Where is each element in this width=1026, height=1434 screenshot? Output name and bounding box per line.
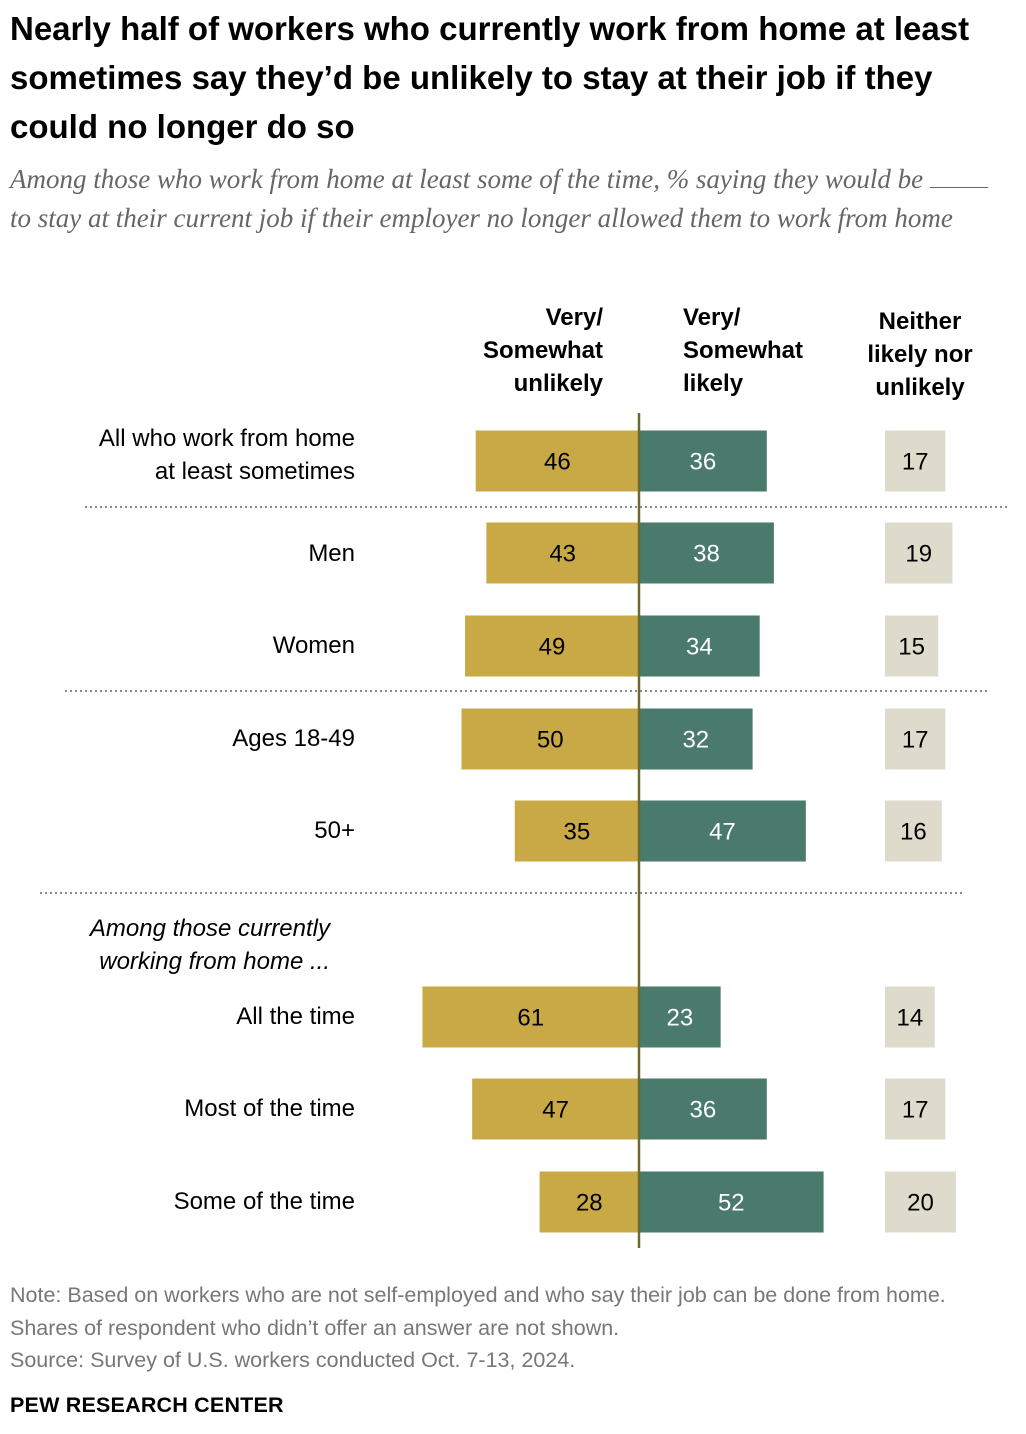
value-label-neither-men: 19 [905,541,932,568]
bar-unlikely-ages-50-plus [514,800,639,862]
column-header-neither-line: likely nor [867,341,973,368]
row-label-all-the-time: All the time [236,1003,355,1030]
bar-likely-some-of-the-time [639,1171,824,1233]
value-label-likely-most-of-the-time: 36 [690,1097,717,1124]
row-label-most-of-the-time: Most of the time [184,1095,355,1122]
column-header-neither: Neither likely nor unlikely [840,305,1000,404]
subtitle-blank [929,161,988,188]
row-label-line: All who work from home [98,425,355,452]
bar-likely-all-the-time [639,986,721,1048]
bar-neither-most-of-the-time [885,1078,946,1140]
column-header-unlikely: Very/ Somewhat unlikely [483,301,603,400]
bar-likely-women [639,615,760,677]
note-text: Note: Based on workers who are not self-… [10,1283,946,1340]
value-label-neither-all: 17 [902,449,929,476]
value-label-neither-ages-50-plus: 16 [900,819,927,846]
bar-likely-most-of-the-time [639,1078,767,1140]
bar-neither-some-of-the-time [885,1171,956,1233]
value-label-likely-women: 34 [686,634,713,661]
value-label-likely-all-the-time: 23 [666,1005,693,1032]
bar-likely-ages-18-49 [639,708,753,770]
value-label-likely-men: 38 [693,541,720,568]
bar-neither-all [885,430,946,492]
column-header-unlikely-line: unlikely [513,370,603,397]
value-label-unlikely-men: 43 [549,541,576,568]
chart-footnote: Note: Based on workers who are not self-… [10,1279,1015,1377]
value-label-likely-ages-18-49: 32 [682,727,709,754]
column-header-unlikely-line: Somewhat [482,337,603,364]
column-header-likely-line: likely [683,370,744,397]
value-label-likely-some-of-the-time: 52 [718,1190,745,1217]
value-label-neither-all-the-time: 14 [896,1005,923,1032]
bar-neither-men [885,522,953,584]
bar-unlikely-all-the-time [422,986,639,1048]
row-label-line: at least sometimes [154,458,355,485]
column-header-unlikely-line: Very/ [545,304,603,331]
value-label-unlikely-some-of-the-time: 28 [576,1190,603,1217]
bar-neither-all-the-time [885,986,935,1048]
group-label-working-from-home: Among those currently working from home … [40,912,330,978]
value-label-unlikely-most-of-the-time: 47 [542,1097,569,1124]
column-header-neither-line: unlikely [875,374,965,401]
bar-likely-all [639,430,767,492]
bar-likely-men [639,522,774,584]
value-label-neither-most-of-the-time: 17 [902,1097,929,1124]
row-label-women: Women [272,632,355,659]
chart-title: Nearly half of workers who currently wor… [10,10,970,145]
column-header-neither-line: Neither [878,308,962,335]
source-text: Source: Survey of U.S. workers conducted… [10,1348,576,1372]
row-label-all: All who work from home at least sometime… [99,422,355,488]
bar-unlikely-most-of-the-time [472,1078,639,1140]
value-label-neither-some-of-the-time: 20 [907,1190,934,1217]
column-header-likely: Very/ Somewhat likely [683,301,803,400]
row-label-ages-50-plus: 50+ [314,817,355,844]
bar-unlikely-all [475,430,639,492]
bar-unlikely-men [486,522,639,584]
row-label-men: Men [308,540,355,567]
bar-neither-women [885,615,939,677]
value-label-neither-ages-18-49: 17 [902,727,929,754]
bar-unlikely-some-of-the-time [539,1171,639,1233]
value-label-likely-ages-50-plus: 47 [709,819,736,846]
group-label-line: Among those currently [89,915,330,942]
bar-neither-ages-18-49 [885,708,946,770]
value-label-unlikely-ages-50-plus: 35 [564,819,591,846]
column-header-likely-line: Somewhat [683,337,804,364]
value-label-unlikely-all: 46 [544,449,571,476]
group-label-line: working from home ... [99,948,330,975]
value-label-unlikely-ages-18-49: 50 [537,727,564,754]
chart-subtitle: Among those who work from home at least … [10,160,1015,237]
row-label-ages-18-49: Ages 18-49 [232,725,355,752]
value-label-neither-women: 15 [898,634,925,661]
bar-unlikely-women [465,615,639,677]
bar-likely-ages-50-plus [639,800,806,862]
bar-neither-ages-50-plus [885,800,942,862]
column-header-likely-line: Very/ [683,304,741,331]
value-label-unlikely-women: 49 [539,634,566,661]
bar-unlikely-ages-18-49 [461,708,639,770]
subtitle-after: to stay at their current job if their em… [10,202,953,233]
organization-credit: PEW RESEARCH CENTER [10,1393,284,1417]
row-label-some-of-the-time: Some of the time [173,1188,355,1215]
value-label-likely-all: 36 [690,449,717,476]
subtitle-before: Among those who work from home at least … [10,164,924,194]
value-label-unlikely-all-the-time: 61 [517,1005,544,1032]
